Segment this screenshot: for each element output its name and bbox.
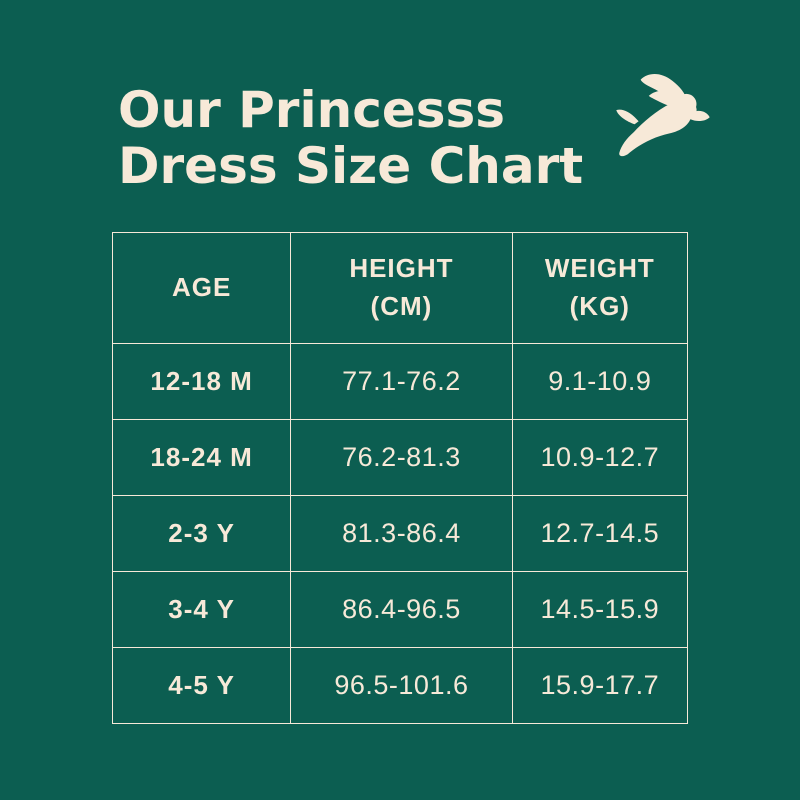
- weight-cell: 12.7-14.5: [511, 495, 689, 572]
- height-cell: 81.3-86.4: [290, 495, 513, 572]
- leaping-rabbit-icon: [598, 48, 730, 160]
- column-header-weight-unit: (KG): [569, 291, 630, 321]
- table-row: 12-18 M 77.1-76.2 9.1-10.9: [111, 343, 689, 420]
- weight-cell: 10.9-12.7: [511, 419, 689, 496]
- column-header-height-label: HEIGHT: [349, 253, 454, 284]
- age-cell: 18-24 M: [111, 419, 292, 496]
- column-header-age: AGE: [111, 232, 292, 344]
- age-cell: 12-18 M: [111, 343, 292, 420]
- table-row: 2-3 Y 81.3-86.4 12.7-14.5: [111, 495, 689, 572]
- height-cell: 96.5-101.6: [290, 647, 513, 724]
- page-title-line1: Our Princesss: [118, 81, 506, 139]
- weight-cell: 9.1-10.9: [511, 343, 689, 420]
- weight-cell: 15.9-17.7: [511, 647, 689, 724]
- height-cell: 76.2-81.3: [290, 419, 513, 496]
- height-cell: 86.4-96.5: [290, 571, 513, 648]
- column-header-height: HEIGHT (CM): [290, 232, 513, 344]
- page-title: Our Princesss Dress Size Chart: [118, 82, 583, 194]
- table-row: 3-4 Y 86.4-96.5 14.5-15.9: [111, 571, 689, 648]
- age-cell: 3-4 Y: [111, 571, 292, 648]
- weight-cell: 14.5-15.9: [511, 571, 689, 648]
- size-chart-table: AGE HEIGHT (CM) WEIGHT (KG) 12-18 M 77.1…: [111, 232, 689, 724]
- age-cell: 2-3 Y: [111, 495, 292, 572]
- column-header-weight: WEIGHT (KG): [511, 232, 689, 344]
- table-header-row: AGE HEIGHT (CM) WEIGHT (KG): [111, 232, 689, 344]
- column-header-height-unit: (CM): [370, 291, 433, 321]
- height-cell: 77.1-76.2: [290, 343, 513, 420]
- age-cell: 4-5 Y: [111, 647, 292, 724]
- column-header-age-label: AGE: [171, 272, 232, 303]
- table-row: 4-5 Y 96.5-101.6 15.9-17.7: [111, 647, 689, 724]
- table-row: 18-24 M 76.2-81.3 10.9-12.7: [111, 419, 689, 496]
- column-header-weight-label: WEIGHT: [544, 253, 655, 284]
- page-title-line2: Dress Size Chart: [118, 137, 584, 195]
